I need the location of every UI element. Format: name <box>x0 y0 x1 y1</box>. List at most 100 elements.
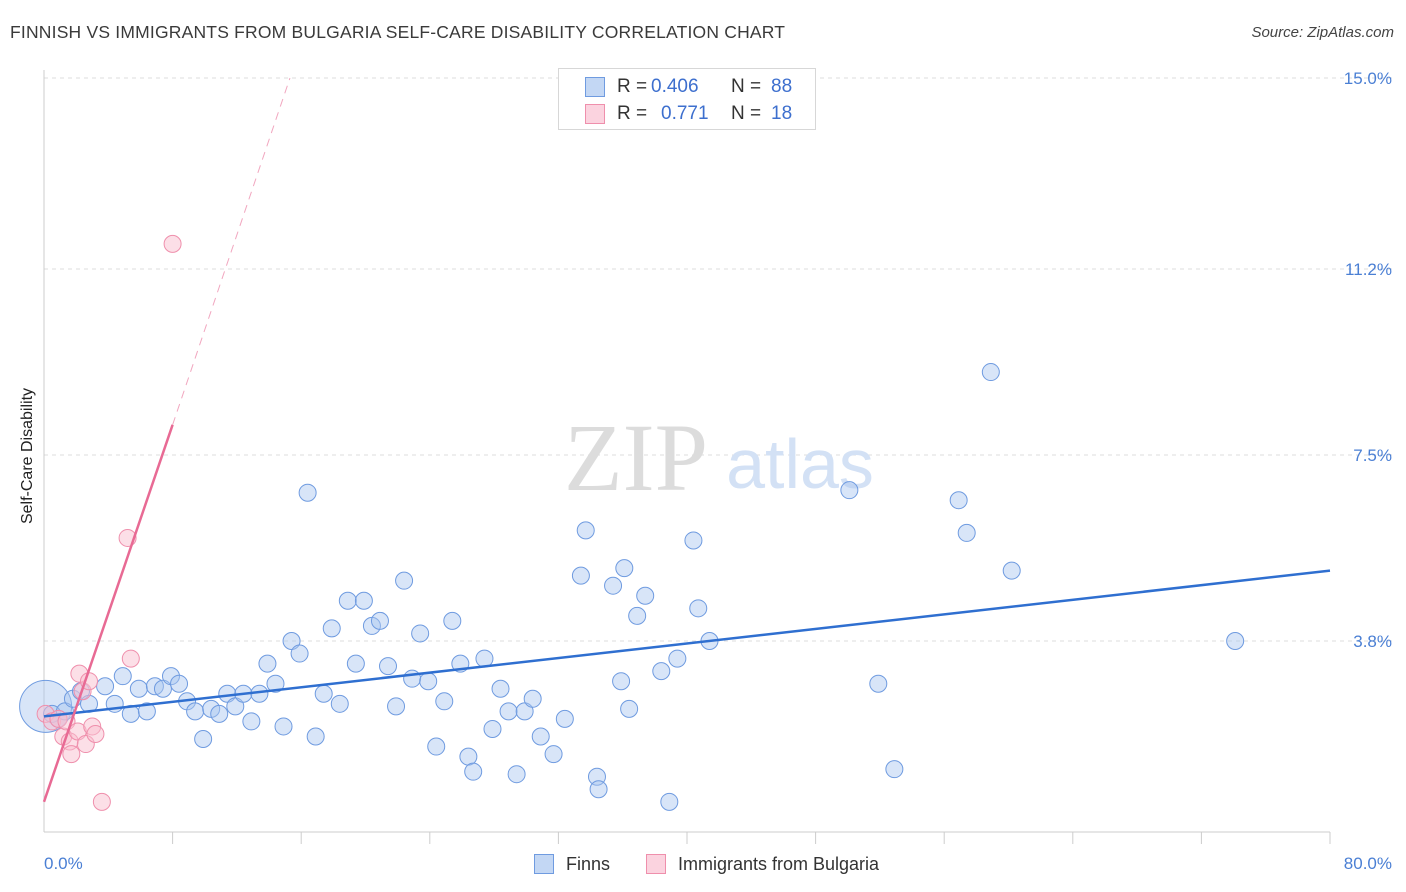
y-tick-label: 15.0% <box>1344 69 1392 88</box>
finns-point <box>226 697 245 716</box>
finns-point <box>194 730 213 749</box>
finns-trend-line <box>43 569 1331 718</box>
bulgaria-point <box>121 649 140 668</box>
finns-point <box>314 684 333 703</box>
bulgaria-points <box>36 234 182 811</box>
bottom-legend-finns: Finns <box>534 852 610 876</box>
finns-point <box>137 702 156 721</box>
finns-point <box>544 745 563 764</box>
finns-point <box>298 483 317 502</box>
finns-point <box>507 765 526 784</box>
finns-point <box>949 491 968 510</box>
bulgaria-point <box>92 792 111 811</box>
finns-point <box>354 591 373 610</box>
bulgaria-point <box>163 234 182 253</box>
legend-n-label: N = <box>731 103 762 124</box>
finns-point <box>628 606 647 625</box>
finns-point <box>1226 631 1245 650</box>
legend-r-label: R = <box>617 103 648 124</box>
x-tick-label: 0.0% <box>44 854 83 873</box>
finns-point <box>571 566 590 585</box>
finns-point <box>395 571 414 590</box>
legend-n-label: N = <box>731 76 762 97</box>
finns-point <box>282 631 301 650</box>
finns-point <box>668 649 687 668</box>
bulgaria-point <box>86 724 105 743</box>
finns-point <box>170 674 189 693</box>
source-credit: Source: ZipAtlas.com <box>1251 24 1394 41</box>
finns-point <box>96 677 115 696</box>
finns-point <box>684 531 703 550</box>
bulgaria-trend-line <box>42 424 174 803</box>
finns-point <box>604 576 623 595</box>
axes <box>43 70 1331 844</box>
legend-n-value: 18 <box>771 103 793 124</box>
bottom-legend-swatch-bulgaria <box>646 854 666 874</box>
finns-point <box>464 762 483 781</box>
watermark: ZIP atlas <box>564 404 874 511</box>
bulgaria-point <box>62 745 81 764</box>
bottom-legend-swatch-finns <box>534 854 554 874</box>
finns-point <box>636 586 655 605</box>
legend-n-value: 88 <box>771 76 793 97</box>
finns-points <box>19 363 1245 811</box>
bottom-legend-label-bulgaria: Immigrants from Bulgaria <box>678 853 880 874</box>
finns-point <box>576 521 595 540</box>
finns-point <box>483 719 502 738</box>
finns-point <box>290 644 309 663</box>
finns-point <box>689 599 708 618</box>
finns-point <box>660 792 679 811</box>
finns-point <box>443 611 462 630</box>
finns-point <box>652 662 671 681</box>
grid-lines <box>44 77 1392 642</box>
finns-point <box>266 674 285 693</box>
finns-point <box>242 712 261 731</box>
finns-point <box>306 727 325 746</box>
finns-point <box>419 672 438 691</box>
y-tick-label: 3.8% <box>1353 632 1392 651</box>
finns-point <box>427 737 446 756</box>
tick-labels: 3.8% 7.5% 11.2% 15.0% 0.0% 80.0% <box>44 69 1392 873</box>
finns-point <box>459 747 478 766</box>
finns-point <box>210 704 229 723</box>
finns-point <box>153 679 172 698</box>
finns-point <box>258 654 277 673</box>
finns-point <box>346 654 365 673</box>
finns-point <box>338 591 357 610</box>
finns-point <box>499 702 518 721</box>
watermark-zip: ZIP <box>564 404 708 511</box>
legend-r-value: 0.771 <box>661 103 709 124</box>
finns-point <box>370 611 389 630</box>
finns-point <box>435 692 454 711</box>
finns-point <box>113 667 132 686</box>
finns-point <box>531 727 550 746</box>
finns-point <box>387 697 406 716</box>
finns-point <box>885 760 904 779</box>
finns-point <box>322 619 341 638</box>
x-tick-label: 80.0% <box>1344 854 1392 873</box>
finns-point <box>612 672 631 691</box>
y-tick-label: 11.2% <box>1345 260 1392 279</box>
finns-point <box>1002 561 1021 580</box>
legend-r-label: R = <box>617 76 648 97</box>
finns-point <box>186 702 205 721</box>
finns-point <box>491 679 510 698</box>
finns-point <box>615 559 634 578</box>
legend-swatch-bulgaria <box>585 104 605 124</box>
y-tick-label: 7.5% <box>1353 446 1392 465</box>
stats-legend: R = 0.406 N = 88 R = 0.771 N = 18 <box>558 68 816 130</box>
finns-point <box>330 694 349 713</box>
finns-point <box>869 674 888 693</box>
bottom-legend-bulgaria: Immigrants from Bulgaria <box>646 852 879 876</box>
finns-point <box>129 679 148 698</box>
finns-point <box>620 699 639 718</box>
finns-point <box>957 523 976 542</box>
finns-point <box>411 624 430 643</box>
finns-point <box>589 780 608 799</box>
finns-point <box>274 717 293 736</box>
bottom-legend-label-finns: Finns <box>566 853 611 874</box>
legend-r-value: 0.406 <box>651 76 699 97</box>
finns-point <box>840 481 859 500</box>
trend-lines <box>42 77 1331 803</box>
